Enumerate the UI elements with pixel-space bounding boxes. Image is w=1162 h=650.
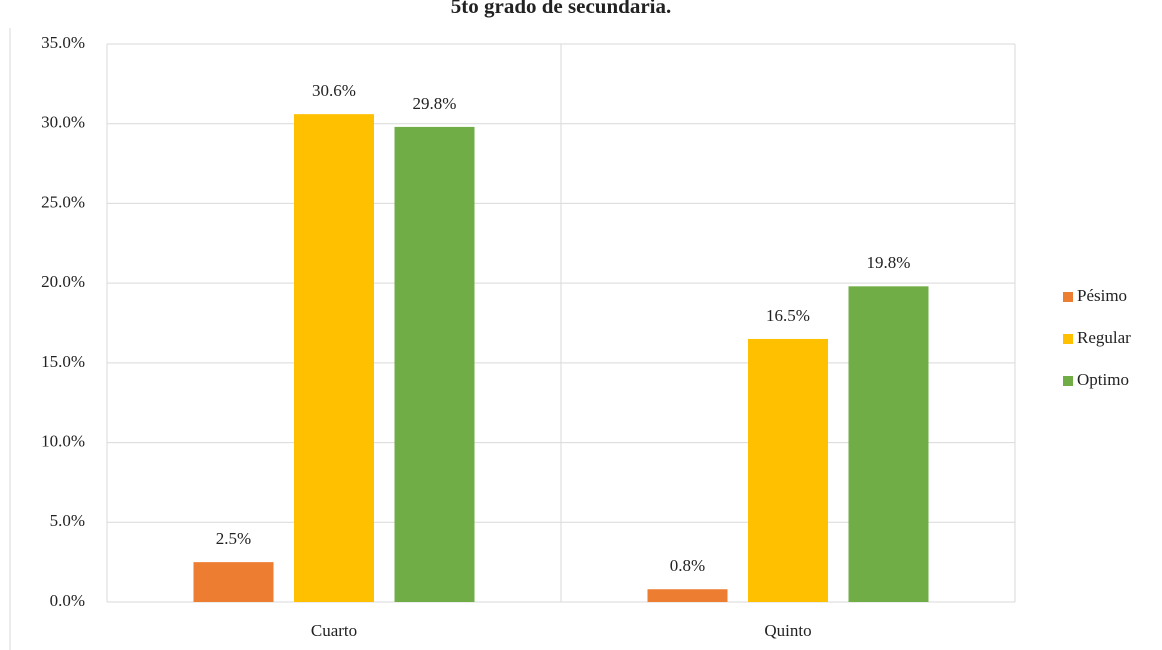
legend-label: Optimo [1077, 370, 1129, 389]
data-label: 16.5% [766, 306, 810, 325]
x-tick-label: Cuarto [311, 621, 357, 640]
data-label: 30.6% [312, 81, 356, 100]
chart-title: 5to grado de secundaria. [451, 0, 672, 18]
bar [647, 589, 728, 602]
y-tick-label: 15.0% [41, 352, 85, 371]
bar [394, 126, 475, 602]
legend-swatch [1063, 376, 1073, 386]
y-tick-label: 5.0% [50, 511, 85, 530]
legend-swatch [1063, 292, 1073, 302]
legend-swatch [1063, 334, 1073, 344]
data-label: 2.5% [216, 529, 251, 548]
data-label: 0.8% [670, 556, 705, 575]
y-tick-label: 20.0% [41, 272, 85, 291]
y-tick-label: 25.0% [41, 192, 85, 211]
bar [748, 338, 828, 602]
bar [848, 286, 929, 602]
x-tick-label: Quinto [764, 621, 811, 640]
data-label: 29.8% [413, 94, 457, 113]
bar [294, 114, 374, 603]
y-tick-label: 30.0% [41, 113, 85, 132]
y-tick-label: 35.0% [41, 33, 85, 52]
legend-label: Regular [1077, 328, 1131, 347]
data-label: 19.8% [867, 253, 911, 272]
y-tick-label: 10.0% [41, 431, 85, 450]
bar [193, 562, 274, 602]
legend-label: Pésimo [1077, 286, 1127, 305]
y-tick-label: 0.0% [50, 591, 85, 610]
